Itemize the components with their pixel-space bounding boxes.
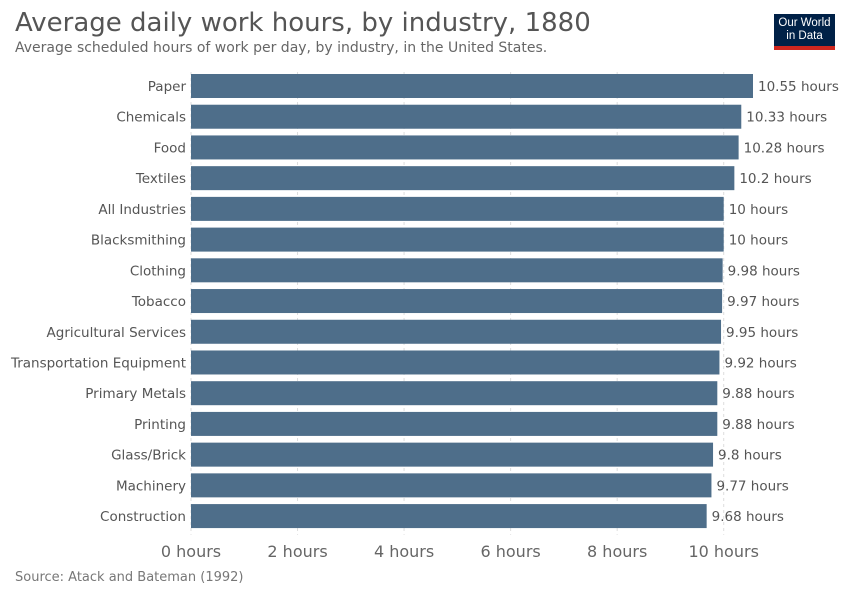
category-label: Machinery [116,478,186,494]
bar-glass-brick[interactable] [191,442,714,467]
value-label: 9.92 hours [724,355,796,371]
value-label: 9.88 hours [722,386,794,402]
bar-chemicals[interactable] [191,104,742,129]
bar-clothing[interactable] [191,258,723,283]
bar-paper[interactable] [191,74,753,98]
bar-tobacco[interactable] [191,289,723,314]
category-label: Textiles [135,171,186,187]
category-label: Paper [148,79,187,95]
value-label: 10.33 hours [746,110,827,126]
category-label: Primary Metals [85,386,186,402]
logo-line-1: Our World [778,17,831,29]
value-label: 10.55 hours [758,79,839,95]
value-label: 9.95 hours [726,325,798,341]
value-label: 9.98 hours [728,263,800,279]
owid-logo[interactable]: Our World in Data [774,14,835,50]
category-label: Glass/Brick [111,448,186,464]
value-label: 10.2 hours [739,171,811,187]
bar-construction[interactable] [191,504,707,529]
category-label: Food [154,140,186,156]
category-label: Printing [134,417,186,433]
bar-blacksmithing[interactable] [191,227,724,252]
chart-subtitle: Average scheduled hours of work per day,… [15,40,548,56]
x-tick-label: 0 hours [161,542,221,561]
bar-all-industries[interactable] [191,196,724,221]
category-label: Construction [100,509,186,525]
bar-transportation-equipment[interactable] [191,350,720,375]
bar-food[interactable] [191,135,739,160]
logo-line-2: in Data [786,30,823,42]
x-tick-label: 2 hours [267,542,327,561]
bar-agricultural-services[interactable] [191,319,722,344]
value-label: 10 hours [729,233,788,249]
x-tick-label: 10 hours [688,542,758,561]
value-label: 10.28 hours [744,140,825,156]
category-label: Agricultural Services [47,325,186,341]
value-label: 9.97 hours [727,294,799,310]
bar-machinery[interactable] [191,473,712,498]
category-label: Chemicals [116,110,186,126]
category-label: Clothing [130,263,186,279]
value-label: 10 hours [729,202,788,218]
category-label: All Industries [98,202,186,218]
x-tick-label: 6 hours [480,542,540,561]
category-label: Tobacco [131,294,186,310]
bar-printing[interactable] [191,411,718,436]
value-label: 9.8 hours [718,448,782,464]
category-label: Blacksmithing [91,233,186,249]
bar-primary-metals[interactable] [191,381,718,406]
value-label: 9.68 hours [712,509,784,525]
x-tick-label: 8 hours [587,542,647,561]
chart-title: Average daily work hours, by industry, 1… [15,8,591,38]
bar-textiles[interactable] [191,166,735,191]
value-label: 9.77 hours [716,478,788,494]
x-tick-label: 4 hours [374,542,434,561]
category-label: Transportation Equipment [10,355,186,371]
value-label: 9.88 hours [722,417,794,433]
source-note: Source: Atack and Bateman (1992) [15,570,244,585]
